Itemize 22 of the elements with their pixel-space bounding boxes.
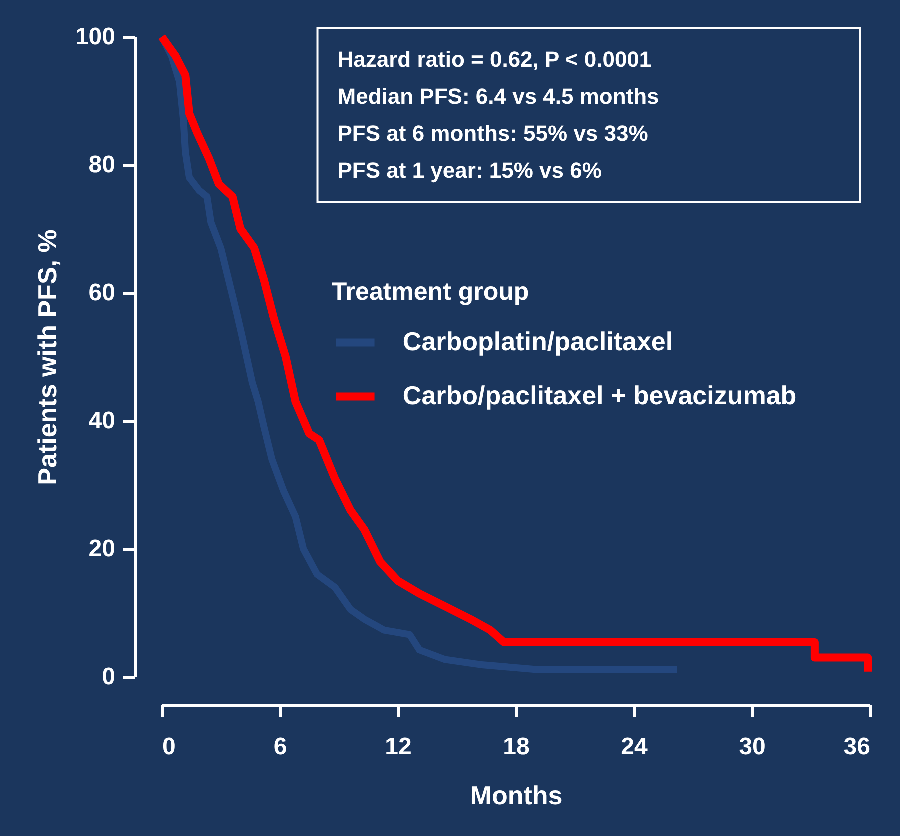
x-tick-label: 12 bbox=[385, 734, 412, 760]
x-tick-label: 6 bbox=[274, 734, 288, 760]
x-tick-label: 18 bbox=[503, 734, 530, 760]
x-tick-label: 0 bbox=[162, 734, 176, 760]
y-tick-label: 40 bbox=[88, 408, 116, 434]
x-tick-label: 36 bbox=[844, 734, 870, 760]
y-tick-label: 0 bbox=[102, 664, 116, 690]
y-tick-label: 60 bbox=[88, 280, 116, 306]
y-tick-label: 100 bbox=[75, 24, 116, 50]
x-tick-label: 30 bbox=[739, 734, 766, 760]
legend-label: Carbo/paclitaxel + bevacizumab bbox=[402, 380, 797, 411]
x-tick-label: 24 bbox=[621, 734, 648, 760]
legend-title: Treatment group bbox=[332, 278, 530, 306]
annotation: Median PFS: 6.4 vs 4.5 months bbox=[338, 84, 660, 109]
y-tick-label: 80 bbox=[88, 152, 116, 178]
annotation: PFS at 6 months: 55% vs 33% bbox=[338, 121, 648, 146]
y-axis-title: Patients with PFS, % bbox=[32, 230, 62, 486]
y-tick-label: 20 bbox=[88, 536, 116, 562]
legend-label: Carboplatin/paclitaxel bbox=[402, 326, 674, 357]
x-axis-title: Months bbox=[470, 780, 563, 810]
annotation: PFS at 1 year: 15% vs 6% bbox=[338, 158, 602, 183]
annotation: Hazard ratio = 0.62, P < 0.0001 bbox=[338, 47, 652, 72]
